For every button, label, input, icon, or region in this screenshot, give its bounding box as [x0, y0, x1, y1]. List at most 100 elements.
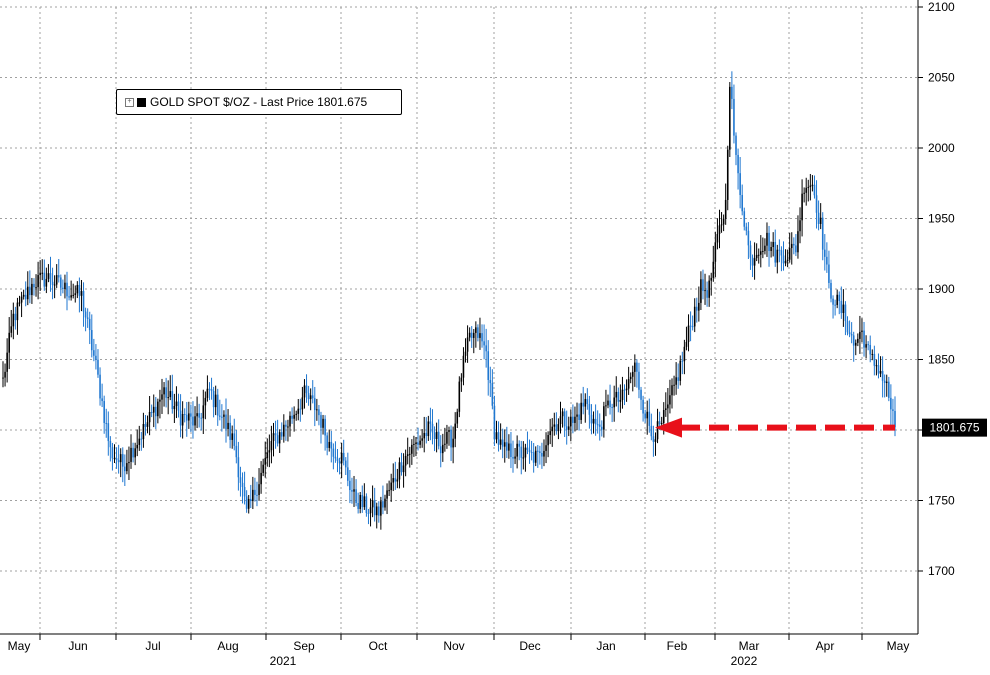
- candle-body: [450, 430, 452, 448]
- last-price-arrow-annotation: [655, 417, 895, 438]
- candle-body: [328, 441, 331, 448]
- x-year-label: 2021: [270, 654, 297, 668]
- candle-body: [12, 313, 15, 327]
- candle-body: [844, 304, 847, 322]
- candle-body: [565, 426, 568, 430]
- x-month-label: Apr: [816, 639, 835, 653]
- candle-body: [729, 86, 731, 150]
- candle-body: [667, 404, 669, 409]
- candle-body: [37, 275, 39, 288]
- candle-body: [821, 217, 824, 250]
- candle-body: [634, 362, 636, 372]
- y-tick-label: 2050: [928, 71, 955, 85]
- candle-body: [526, 447, 529, 450]
- candle-body: [830, 282, 832, 299]
- candle-body: [301, 397, 304, 410]
- candle-body: [268, 450, 271, 453]
- candle-body: [375, 506, 378, 516]
- candle-body: [549, 431, 551, 436]
- candle-body: [679, 360, 682, 381]
- candle-body: [105, 422, 108, 424]
- candle-body: [881, 370, 884, 381]
- candle-body: [347, 467, 349, 481]
- candle-body: [29, 286, 31, 296]
- candle-body: [545, 445, 547, 451]
- candle-body: [33, 283, 35, 288]
- candle-body: [245, 496, 248, 509]
- candle-body: [795, 245, 797, 253]
- candle-body: [766, 232, 768, 246]
- candle-body: [313, 398, 316, 411]
- candle-body: [605, 405, 607, 407]
- candle-body: [863, 330, 865, 348]
- candle-body: [541, 452, 543, 457]
- candle-body: [113, 458, 116, 460]
- candle-body: [439, 446, 442, 454]
- candle-body: [340, 452, 343, 464]
- candle-body: [202, 405, 205, 419]
- x-month-label: Sep: [293, 639, 315, 653]
- candle-body: [762, 250, 764, 252]
- candle-body: [739, 173, 741, 195]
- candle-body: [654, 439, 657, 442]
- candle-body: [712, 261, 715, 278]
- candle-body: [873, 353, 876, 366]
- grid-lines: [0, 6, 918, 634]
- candle-body: [4, 371, 6, 378]
- candle-body: [249, 498, 252, 502]
- candle-body: [322, 418, 324, 428]
- candle-body: [875, 365, 878, 367]
- candle-body: [625, 388, 628, 391]
- candle-body: [861, 330, 863, 332]
- candle-body: [879, 370, 882, 374]
- candle-body: [386, 490, 388, 499]
- legend: + GOLD SPOT $/OZ - Last Price 1801.675: [116, 89, 402, 115]
- candle-body: [759, 251, 762, 255]
- candle-body: [99, 374, 101, 399]
- candle-body: [431, 423, 434, 433]
- candle-body: [330, 441, 333, 449]
- candle-body: [107, 423, 110, 442]
- legend-expand-icon[interactable]: +: [125, 97, 134, 107]
- candle-body: [175, 401, 178, 407]
- candle-body: [671, 385, 673, 396]
- candle-body: [287, 426, 289, 428]
- candle-body: [18, 302, 21, 304]
- candle-body: [607, 400, 609, 406]
- candle-body: [793, 243, 795, 246]
- candle-body: [603, 406, 605, 430]
- candle-body: [408, 453, 411, 455]
- candle-body: [456, 411, 459, 424]
- candle-body: [274, 433, 277, 436]
- candle-body: [892, 409, 894, 411]
- candle-body: [404, 455, 407, 466]
- candle-body: [190, 413, 192, 417]
- candle-body: [181, 414, 184, 426]
- candle-body: [57, 275, 60, 278]
- x-month-label: Aug: [217, 639, 238, 653]
- candle-body: [757, 254, 760, 256]
- candle-body: [51, 281, 54, 285]
- candle-body: [241, 482, 244, 487]
- candle-body: [256, 494, 258, 496]
- candle-body: [388, 490, 390, 492]
- candle-body: [636, 362, 638, 372]
- candle-body: [239, 477, 242, 483]
- candle-body: [693, 306, 696, 327]
- candle-body: [807, 186, 810, 188]
- candle-body: [826, 256, 828, 265]
- candle-body: [47, 273, 50, 279]
- candle-body: [320, 415, 322, 428]
- candle-body: [646, 411, 649, 419]
- candle-body: [741, 194, 744, 212]
- arrow-head: [655, 417, 682, 438]
- candle-body: [491, 383, 494, 406]
- candle-body: [307, 393, 310, 400]
- last-price-label: 1801.675: [929, 421, 979, 435]
- candle-body: [506, 442, 508, 451]
- candle-body: [687, 325, 690, 342]
- candle-body: [640, 389, 642, 400]
- candle-body: [551, 426, 554, 432]
- candle-body: [359, 494, 362, 509]
- candle-body: [192, 416, 194, 426]
